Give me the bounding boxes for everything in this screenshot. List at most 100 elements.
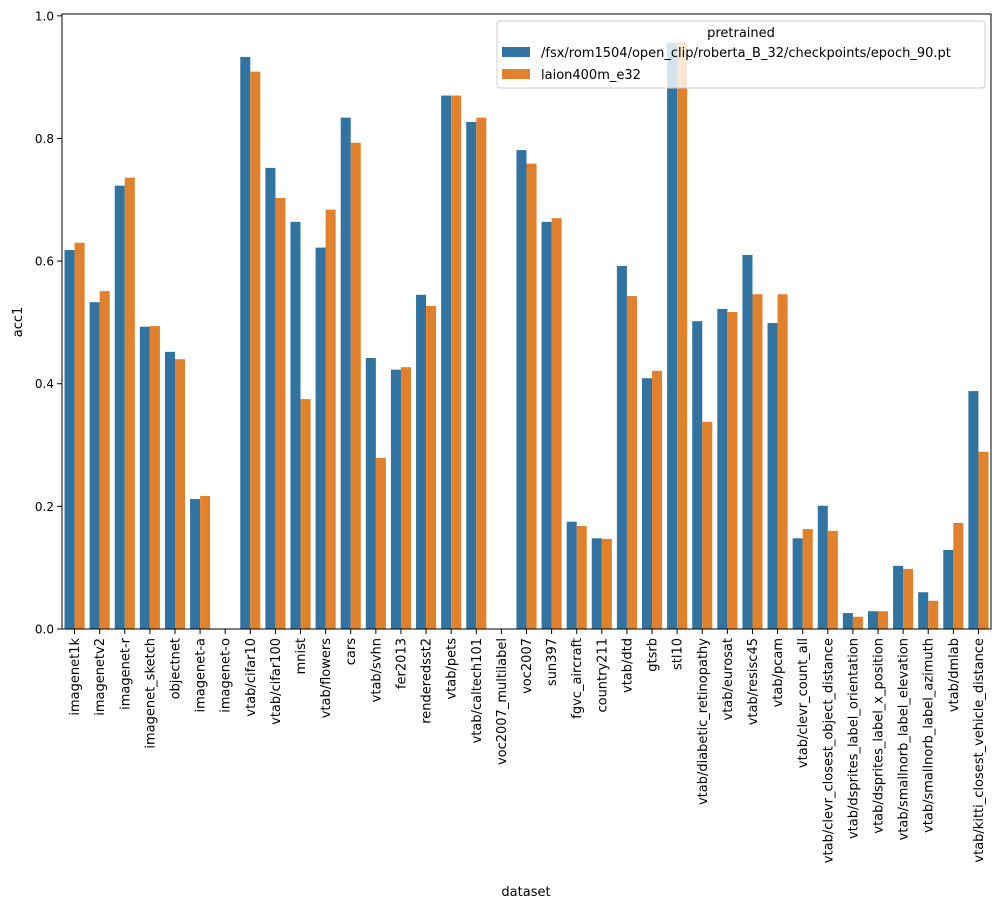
bar-series-2-mnist [300,399,311,629]
x-tick-label: vtab/clevr_count_all [796,638,811,768]
x-tick-label: vtab/cifar100 [269,638,284,725]
bar-series-2-imagenet1k [74,242,85,630]
bar-series-1-vtab-cifar100 [265,167,276,629]
x-tick-label: vtab/clevr_closest_object_distance [821,638,836,863]
y-axis: 0.0 0.2 0.4 0.6 0.8 1.0 [35,9,62,637]
bar-series-2-country211 [601,538,612,629]
bar-series-1-vtab-smallnorb-label-elevation [893,565,904,629]
bar-series-1-vtab-caltech101 [466,121,477,629]
bar-series-1-vtab-clevr-closest-object-distance [817,505,828,629]
x-tick-label: cars [344,638,359,665]
x-axis: imagenet1k imagenetv2 imagenet-r imagenet_s… [68,629,987,863]
x-tick-label: vtab/pets [445,638,460,700]
bar-series-2-vtab-smallnorb-label-azimuth [928,600,939,629]
x-tick-label: fgvc_aircraft [570,638,585,719]
bar-series-1-vtab-pcam [767,323,778,629]
x-tick-label: vtab/eurosat [721,638,736,720]
legend-swatch-series-1 [502,47,530,57]
x-tick-label: vtab/smallnorb_label_elevation [897,638,912,840]
bar-series-1-renderedsst2 [416,294,427,629]
bar-series-1-sun397 [541,221,552,629]
bar-series-2-renderedsst2 [426,305,437,629]
bar-series-2-vtab-diabetic-retinopathy [702,421,713,629]
y-axis-label: acc1 [11,307,26,338]
bar-series-1-imagenet-sketch [139,326,150,629]
y-tick-label: 1.0 [35,9,54,23]
x-tick-label: vtab/caltech101 [470,638,485,743]
bar-series-2-vtab-cifar10 [250,71,261,629]
legend-swatch-series-2 [502,69,530,79]
bar-series-1-vtab-smallnorb-label-azimuth [918,592,929,629]
bar-series-1-fgvc-aircraft [566,521,577,629]
y-tick-label: 0.4 [35,377,54,391]
bar-series-1-vtab-dsprites-label-x-position [867,611,879,629]
bar-series-1-vtab-kitti-closest-vehicle-distance [968,391,979,629]
bar-series-2-imagenet-a [200,495,211,629]
x-tick-label: country211 [595,638,610,713]
legend-label-series-1: /fsx/rom1504/open_clip/roberta_B_32/chec… [541,46,951,61]
bar-series-1-vtab-diabetic-retinopathy [692,321,703,629]
bar-series-2-vtab-dsprites-label-orientation [852,616,863,629]
y-tick-label: 0.6 [35,255,54,269]
bar-series-1-vtab-eurosat [717,308,728,629]
bar-series-2-vtab-clevr-count-all [802,529,813,629]
bar-series-1-vtab-dsprites-label-orientation [842,613,853,629]
bar-series-2-vtab-eurosat [727,311,738,629]
bar-series-1-stl10 [667,42,678,629]
bar-series-1-imagenet-r [114,185,125,630]
bar-series-2-fer2013 [400,367,412,629]
x-tick-label: imagenet-r [118,637,133,710]
bar-series-1-vtab-clevr-count-all [792,538,803,629]
bar-series-1-vtab-dmlab [943,549,954,629]
x-tick-label: sun397 [545,638,560,686]
x-tick-label: vtab/svhn [369,638,384,702]
bar-series-1-vtab-cifar10 [240,56,251,629]
y-tick-label: 0.0 [35,623,54,637]
bar-series-2-vtab-flowers [325,209,336,629]
x-tick-label: voc2007_multilabel [495,638,510,765]
bar-series-2-vtab-dmlab [953,522,964,629]
bar-series-1-vtab-flowers [315,247,326,630]
bar-series-1-imagenet1k [64,250,75,629]
bar-series-2-voc2007 [526,163,537,630]
bar-series-2-vtab-caltech101 [476,117,487,629]
x-tick-label: vtab/dmlab [947,638,962,712]
bar-series-1-mnist [290,221,301,629]
bar-series-1-country211 [591,538,602,629]
bar-series-2-imagenet-r [124,177,135,629]
bar-series-2-vtab-smallnorb-label-elevation [903,568,914,629]
bar-series-2-gtsrb [652,370,663,629]
legend-title: pretrained [707,26,775,41]
bar-series-1-imagenet-a [190,499,201,629]
bar-series-2-vtab-kitti-closest-vehicle-distance [978,451,989,629]
x-tick-label: gtsrb [646,638,661,672]
x-tick-label: imagenetv2 [93,638,108,716]
bar-series-2-vtab-dtd [626,296,637,629]
bar-series-1-gtsrb [641,378,653,629]
bar-series-2-stl10 [677,41,688,629]
y-tick-label: 0.8 [35,132,54,146]
x-tick-label: imagenet_sketch [143,638,158,749]
bar-series-2-vtab-dsprites-label-x-position [878,611,889,629]
x-tick-label: objectnet [168,638,183,699]
bar-series-2-vtab-svhn [375,457,386,629]
bar-series-2-cars [350,142,361,629]
bar-series-2-vtab-pets [451,95,462,629]
bar-series-2-sun397 [551,218,562,630]
bar-series-1-cars [340,117,351,629]
x-tick-label: vtab/cifar10 [244,638,259,717]
bar-series-1-vtab-svhn [365,357,376,629]
x-tick-label: vtab/kitti_closest_vehicle_distance [972,638,987,863]
x-tick-label: stl10 [671,638,686,670]
x-tick-label: vtab/dtd [620,638,635,693]
bar-series-1-objectnet [164,351,175,629]
bar-series-1-vtab-pets [441,95,452,629]
x-tick-label: imagenet-a [194,638,209,712]
bars-layer [64,41,989,630]
bar-series-1-imagenetv2 [89,302,100,629]
x-tick-label: voc2007 [520,638,535,694]
bar-series-2-vtab-clevr-closest-object-distance [827,530,838,629]
bar-series-1-vtab-dtd [616,266,627,629]
x-tick-label: imagenet1k [68,638,83,716]
